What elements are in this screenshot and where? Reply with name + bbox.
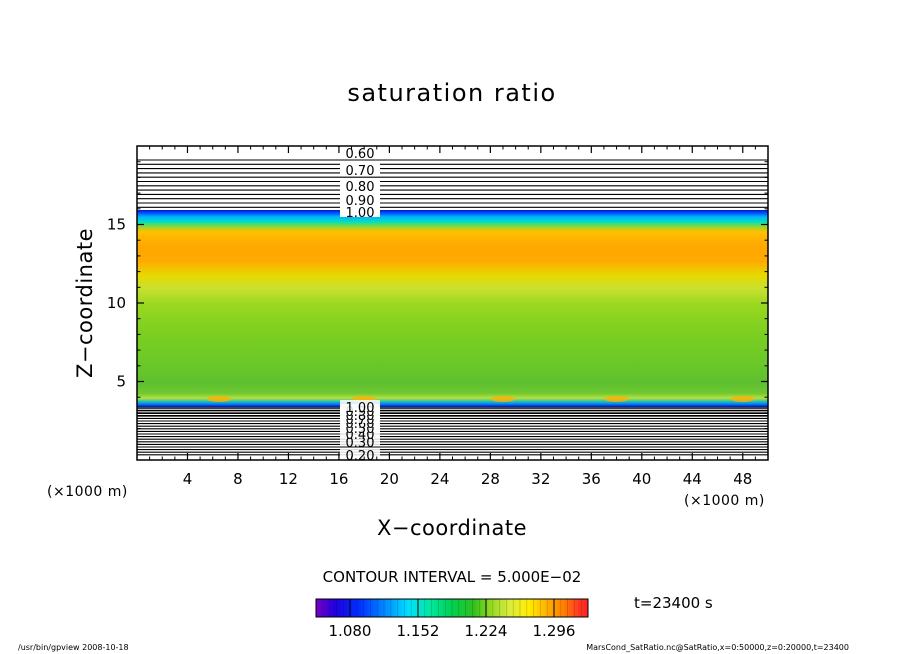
x-axis: 4 8 12 16 20 24 28 32 36 40 44 48 (149, 146, 756, 488)
footer-source: MarsCond_SatRatio.nc@SatRatio,x=0:50000,… (586, 643, 849, 652)
colorbar-tick-label: 1.152 (397, 622, 440, 640)
y-axis-label: Z−coordinate (73, 228, 97, 378)
y-tick-label: 10 (107, 294, 126, 312)
contour-label: 0.60 (346, 147, 375, 162)
contour-label: 1.00 (346, 206, 375, 221)
contour-label-bg (340, 163, 380, 175)
y-axis: 5 10 15 (107, 161, 768, 445)
colorbar-ticks: 1.080 1.152 1.224 1.296 (322, 599, 582, 640)
upper-contour-lines (137, 159, 768, 208)
footer-program: /usr/bin/gpview 2008-10-18 (18, 643, 129, 652)
time-label: t=23400 s (634, 594, 713, 612)
contour-label-bg (340, 205, 380, 217)
contour-label: 0.80 (346, 180, 375, 195)
saturation-field (137, 210, 768, 407)
y-tick-label: 5 (116, 373, 126, 391)
contour-label-bg (340, 435, 380, 446)
x-tick-label: 12 (279, 470, 298, 488)
x-tick-label: 24 (430, 470, 449, 488)
x-tick-label: 44 (683, 470, 702, 488)
x-tick-label: 20 (380, 470, 399, 488)
x-axis-label: X−coordinate (377, 516, 527, 540)
colorbar-tick-label: 1.224 (465, 622, 508, 640)
field-feature (207, 396, 232, 402)
field-feature (604, 396, 629, 402)
x-tick-label: 36 (582, 470, 601, 488)
contour-interval-text: CONTOUR INTERVAL = 5.000E−02 (323, 568, 582, 586)
x-tick-label: 32 (531, 470, 550, 488)
colorbar (315, 598, 589, 618)
lower-contour-lines (137, 407, 768, 456)
y-unit-label: (×1000 m) (47, 484, 128, 500)
contour-label-bg (340, 427, 380, 438)
contour-label: 0.70 (346, 164, 375, 179)
field-feature (490, 396, 515, 402)
x-tick-label: 48 (733, 470, 752, 488)
contour-label-bg (340, 146, 380, 158)
x-tick-label: 28 (481, 470, 500, 488)
upper-contour-labels: 0.600.700.800.901.00 (340, 146, 380, 221)
contour-label-bg (340, 400, 380, 411)
x-tick-label: 16 (329, 470, 348, 488)
colorbar-tick-label: 1.080 (329, 622, 372, 640)
contour-label-bg (340, 179, 380, 191)
field-feature (730, 396, 755, 402)
x-tick-label: 4 (183, 470, 193, 488)
contour-label: 1.00 (346, 401, 375, 416)
contour-label-bg (340, 193, 380, 205)
contour-label: 0.30 (346, 436, 375, 451)
colorbar-tick-label: 1.296 (533, 622, 576, 640)
x-unit-label: (×1000 m) (684, 493, 765, 509)
lower-contour-labels: 0.200.300.400.500.600.700.800.901.00 (340, 400, 380, 464)
y-tick-label: 15 (107, 216, 126, 234)
contour-label-bg (340, 448, 380, 459)
chart-title: saturation ratio (347, 79, 556, 107)
x-tick-label: 8 (233, 470, 243, 488)
x-tick-label: 40 (632, 470, 651, 488)
contour-label: 0.20 (346, 449, 375, 464)
